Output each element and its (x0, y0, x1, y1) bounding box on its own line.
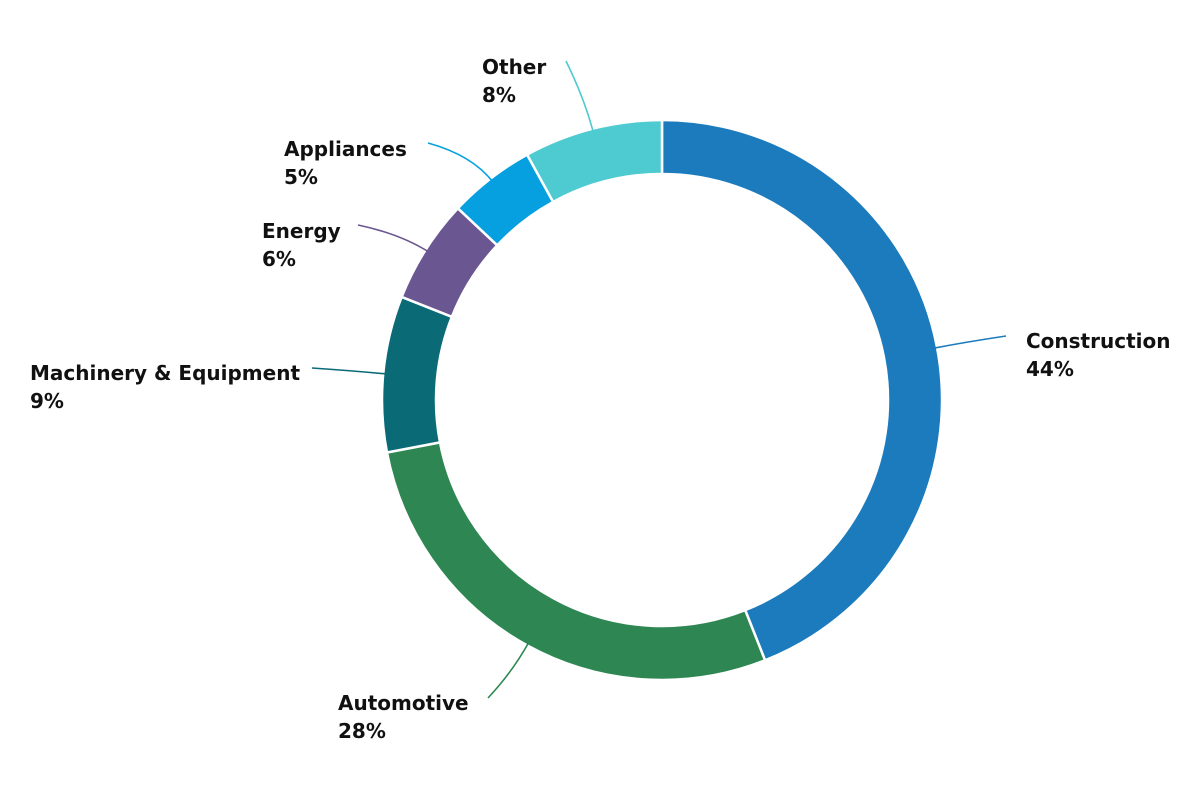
labels-layer: Construction 44% Automotive 28% Machinery & … (30, 55, 1170, 743)
value-label-automotive: 28% (338, 719, 386, 743)
value-label-energy: 6% (262, 247, 296, 271)
label-automotive: Automotive (338, 691, 469, 715)
value-label-other: 8% (482, 83, 516, 107)
label-energy: Energy (262, 219, 341, 243)
leader-line-energy (357, 224, 430, 253)
slices-layer (380, 118, 944, 682)
slice-machinery-and-equipment (380, 295, 454, 454)
label-machinery-and-equipment: Machinery & Equipment (30, 361, 300, 385)
leader-line-other (565, 60, 595, 133)
label-appliances: Appliances (284, 137, 407, 161)
leader-line-machinery-and-equipment (311, 367, 388, 375)
slice-automotive (385, 441, 767, 682)
label-other: Other (482, 55, 546, 79)
leader-line-construction (932, 335, 1007, 350)
value-label-machinery-and-equipment: 9% (30, 389, 64, 413)
leader-line-automotive (487, 641, 530, 699)
leader-line-appliances (427, 142, 494, 183)
leader-lines-layer (311, 60, 1007, 699)
slice-other (525, 118, 664, 204)
label-construction: Construction (1026, 329, 1170, 353)
slice-construction (660, 118, 944, 662)
value-label-construction: 44% (1026, 357, 1074, 381)
value-label-appliances: 5% (284, 165, 318, 189)
